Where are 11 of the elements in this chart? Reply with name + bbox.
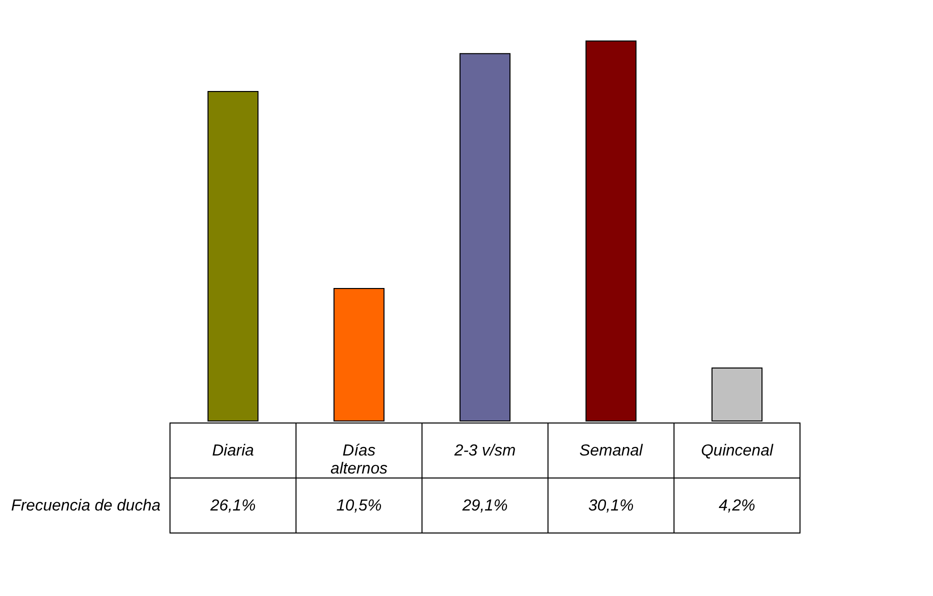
data-label: 4,2% <box>718 498 756 514</box>
data-label: 29,1% <box>461 498 508 514</box>
data-label: 26,1% <box>209 498 256 514</box>
x-tick-label: Días alternos <box>330 442 388 478</box>
x-tick-label: Quincenal <box>700 442 774 460</box>
text: Frecuencia de ducha <box>11 498 161 514</box>
data-label: 30,1% <box>588 498 634 514</box>
x-tick-label: Diaria <box>212 442 254 460</box>
data-label: 10,5% <box>336 498 382 514</box>
x-tick-label: Semanal <box>579 442 644 460</box>
x-tick-label: 2-3 v/sm <box>453 442 516 460</box>
